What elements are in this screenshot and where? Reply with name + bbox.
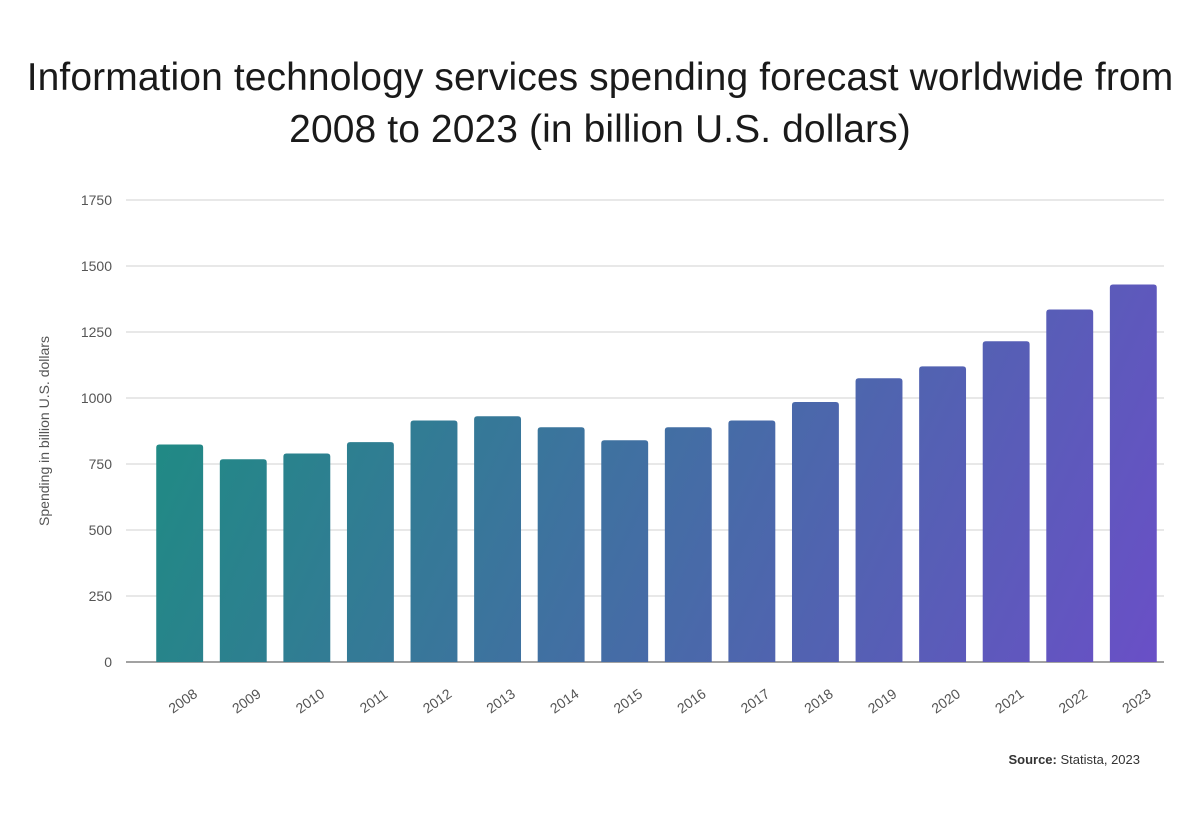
bar-2013 <box>474 416 522 662</box>
source-label: Source: <box>1008 752 1057 767</box>
bar-2023 <box>1109 284 1157 662</box>
bar-2017 <box>728 420 776 662</box>
bar-2022 <box>1046 309 1094 662</box>
y-tick-label: 0 <box>104 654 112 670</box>
bar-2012 <box>410 420 458 662</box>
y-tick-label: 1000 <box>81 390 112 406</box>
bar-2019 <box>855 378 903 662</box>
x-tick-label: 2009 <box>229 685 264 716</box>
x-tick-label: 2021 <box>992 685 1027 716</box>
bar-2018 <box>791 401 839 662</box>
bar-2010 <box>283 453 331 662</box>
source-note: Source: Statista, 2023 <box>1008 752 1140 767</box>
chart-title: Information technology services spending… <box>26 56 1174 151</box>
x-tick-label: 2014 <box>547 685 582 716</box>
x-tick-label: 2013 <box>483 685 518 716</box>
y-axis-ticks: 0 250 500 750 1000 1250 1500 1750 <box>81 192 112 670</box>
bar-2008 <box>156 444 204 662</box>
x-tick-label: 2010 <box>293 685 328 716</box>
x-tick-label: 2012 <box>420 685 455 716</box>
bar-2015 <box>601 440 649 662</box>
source-text: Statista, 2023 <box>1060 752 1141 767</box>
y-tick-label: 1500 <box>81 258 112 274</box>
y-tick-label: 750 <box>89 456 113 472</box>
bar-2014 <box>537 427 585 662</box>
x-tick-label: 2008 <box>165 685 200 716</box>
x-tick-label: 2015 <box>610 685 645 716</box>
x-tick-label: 2017 <box>738 685 773 716</box>
bars <box>156 284 1157 662</box>
x-tick-label: 2011 <box>357 686 391 716</box>
bar-2009 <box>219 459 267 662</box>
x-tick-label: 2018 <box>801 685 836 716</box>
y-axis-label: Spending in billion U.S. dollars <box>36 336 52 526</box>
x-tick-label: 2023 <box>1119 685 1154 716</box>
x-tick-label: 2016 <box>674 685 709 716</box>
x-tick-label: 2022 <box>1056 685 1091 716</box>
y-tick-label: 250 <box>89 588 113 604</box>
x-tick-label: 2020 <box>928 685 963 716</box>
bar-2021 <box>982 341 1030 662</box>
y-tick-label: 500 <box>89 522 113 538</box>
bar-2020 <box>919 366 967 662</box>
x-tick-label: 2019 <box>865 685 900 716</box>
bar-2016 <box>664 427 712 662</box>
y-tick-label: 1250 <box>81 324 112 340</box>
y-tick-label: 1750 <box>81 192 112 208</box>
x-axis-ticks: 2008 2009 2010 2011 2012 2013 2014 2015 2016 2017… <box>165 685 1153 716</box>
bar-2011 <box>346 442 394 662</box>
